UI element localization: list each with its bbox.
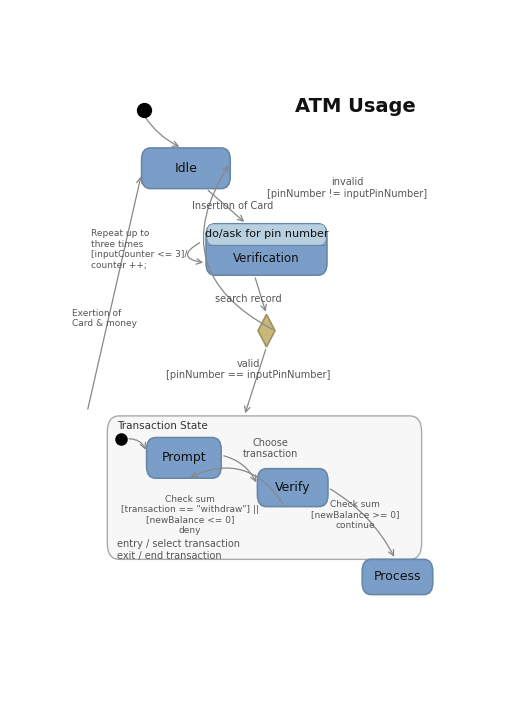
Text: search record: search record xyxy=(215,294,282,304)
Text: Check sum
[newBalance >= 0]
continue: Check sum [newBalance >= 0] continue xyxy=(311,500,399,529)
Text: Prompt: Prompt xyxy=(162,451,206,465)
FancyBboxPatch shape xyxy=(147,437,221,478)
Text: Transaction State: Transaction State xyxy=(118,421,208,432)
FancyBboxPatch shape xyxy=(207,224,326,245)
FancyBboxPatch shape xyxy=(257,469,328,507)
FancyBboxPatch shape xyxy=(362,560,433,595)
Text: Check sum
[transaction == "withdraw"] ||
[newBalance <= 0]
deny: Check sum [transaction == "withdraw"] ||… xyxy=(121,495,259,535)
FancyBboxPatch shape xyxy=(141,148,230,188)
Text: Choose
transaction: Choose transaction xyxy=(243,438,298,460)
FancyBboxPatch shape xyxy=(206,224,327,275)
Text: ATM Usage: ATM Usage xyxy=(295,96,415,115)
Text: do/ask for pin number: do/ask for pin number xyxy=(205,229,328,239)
Text: Repeat up to
three times
[inputCounter <= 3]/
counter ++;: Repeat up to three times [inputCounter <… xyxy=(91,229,188,269)
Text: valid
[pinNumber == inputPinNumber]: valid [pinNumber == inputPinNumber] xyxy=(166,359,331,380)
FancyBboxPatch shape xyxy=(107,416,422,560)
Text: invalid
[pinNumber != inputPinNumber]: invalid [pinNumber != inputPinNumber] xyxy=(267,177,427,199)
Text: entry / select transaction
exit / end transaction: entry / select transaction exit / end tr… xyxy=(118,539,240,561)
Polygon shape xyxy=(258,314,275,347)
Text: Verify: Verify xyxy=(275,481,310,494)
Text: Process: Process xyxy=(374,570,421,583)
Text: Idle: Idle xyxy=(175,162,197,175)
Text: Exertion of
Card & money: Exertion of Card & money xyxy=(72,309,137,328)
Text: Insertion of Card: Insertion of Card xyxy=(192,200,273,211)
Text: Verification: Verification xyxy=(233,252,300,265)
